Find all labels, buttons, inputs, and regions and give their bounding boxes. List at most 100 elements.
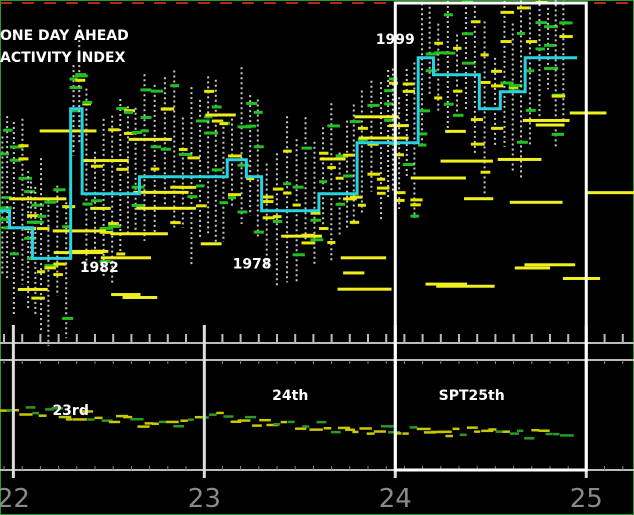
texture-marker (99, 226, 114, 230)
lower-trace-segment (445, 434, 453, 438)
texture-yellow-segment (122, 295, 158, 299)
texture-marker (525, 69, 535, 73)
lower-trace-segment (338, 426, 351, 430)
texture-yellow-segment (445, 129, 466, 133)
texture-marker (170, 84, 180, 88)
texture-marker (434, 96, 443, 100)
texture-marker (301, 241, 316, 245)
texture-marker (461, 32, 474, 36)
texture-marker (99, 260, 111, 264)
texture-yellow-segment (281, 234, 322, 238)
chart-annotation: 1982 (80, 260, 119, 276)
texture-marker (272, 219, 283, 223)
lower-trace-segment (108, 420, 121, 424)
texture-marker (18, 144, 29, 148)
texture-yellow-segment (440, 159, 493, 163)
step-series-layer (0, 56, 578, 440)
texture-marker (196, 184, 205, 188)
texture-marker (544, 66, 558, 70)
texture-yellow-segment (585, 191, 634, 195)
texture-marker (9, 158, 22, 162)
texture-marker (418, 143, 427, 147)
lower-trace-segment (259, 418, 271, 422)
texture-marker (211, 168, 223, 172)
lower-trace-segment (87, 418, 95, 421)
texture-marker (187, 156, 200, 160)
texture-marker (500, 81, 514, 85)
texture-yellow-segment (53, 251, 104, 255)
texture-marker (219, 122, 229, 126)
texture-marker (410, 198, 423, 202)
texture-marker (150, 167, 160, 171)
texture-marker (253, 110, 263, 114)
texture-marker (211, 119, 224, 123)
texture-marker (53, 273, 63, 277)
lower-trace-segment (65, 418, 73, 421)
texture-yellow-segment (354, 115, 399, 119)
lower-trace-segment (6, 409, 16, 412)
lower-trace-segment (158, 420, 169, 424)
texture-marker (187, 185, 197, 189)
texture-yellow-segment (497, 157, 542, 161)
texture-marker (53, 188, 66, 192)
texture-marker (376, 191, 386, 195)
lower-trace-segment (45, 408, 54, 411)
texture-marker (228, 196, 237, 200)
lower-trace-segment (19, 413, 33, 416)
texture-marker (31, 203, 44, 207)
lower-trace-segment (502, 430, 510, 433)
texture-marker (525, 108, 536, 112)
texture-marker (69, 109, 80, 113)
x-tick-label: 23 (188, 484, 221, 514)
lower-trace-segment (560, 434, 574, 437)
lower-trace-segment (438, 430, 452, 434)
lower-trace-segment (151, 422, 159, 426)
texture-marker (116, 167, 129, 171)
texture-marker (140, 88, 152, 92)
texture-marker (535, 21, 548, 25)
texture-marker (253, 145, 264, 149)
texture-marker (237, 210, 248, 214)
texture-marker (123, 110, 134, 114)
texture-yellow-segment (410, 176, 466, 180)
lower-trace-segment (280, 420, 288, 424)
texture-marker (170, 185, 185, 189)
x-tick-label: 25 (570, 484, 603, 514)
texture-marker (123, 109, 136, 113)
lower-trace-segment (25, 406, 36, 409)
texture-marker (544, 25, 558, 29)
texture-marker (116, 252, 126, 256)
texture-yellow-segment (52, 229, 107, 233)
texture-yellow-segment (343, 271, 365, 275)
texture-marker (82, 202, 93, 206)
lower-trace-segment (32, 411, 40, 415)
lower-trace-segment (137, 425, 150, 428)
texture-marker (237, 163, 250, 167)
texture-marker (44, 264, 59, 268)
lower-trace-segment (481, 429, 494, 433)
texture-marker (9, 145, 24, 149)
lower-trace-segment (309, 428, 323, 431)
texture-marker (388, 81, 398, 85)
texture-marker (131, 130, 143, 134)
lower-trace-segment (116, 414, 129, 418)
texture-marker (357, 203, 366, 207)
lower-trace-segment (352, 430, 359, 434)
texture-marker (31, 296, 45, 300)
texture-marker (253, 230, 264, 234)
texture-yellow-segment (200, 242, 222, 246)
lower-trace-segment (230, 420, 242, 423)
texture-marker (37, 270, 46, 274)
texture-yellow-segment (81, 159, 129, 163)
texture-marker (0, 152, 10, 156)
lower-trace-segment (495, 430, 509, 433)
texture-marker (418, 109, 431, 113)
lower-trace-segment (402, 432, 409, 435)
texture-marker (491, 84, 504, 88)
texture-marker (376, 177, 386, 181)
texture-marker (480, 80, 491, 84)
texture-yellow-segment (524, 263, 576, 267)
lower-trace-segment (123, 415, 133, 419)
texture-marker (517, 140, 528, 144)
